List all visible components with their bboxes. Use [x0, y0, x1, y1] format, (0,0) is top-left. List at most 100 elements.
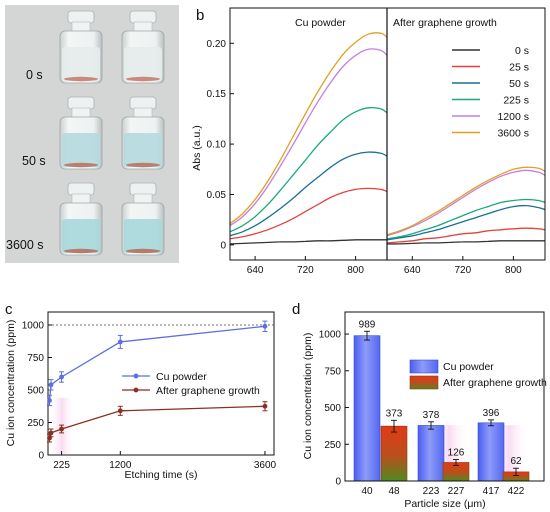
panel-c-point [59, 374, 64, 380]
panel-b-axes: 0 0.05 0.10 0.15 0.20 640 640 720 720 800 800 [207, 39, 523, 276]
panel-d-value-label: 396 [483, 408, 500, 419]
panel-b-xtick-label: 720 [297, 265, 314, 276]
panel-d-ytick-label: 250 [324, 440, 341, 451]
legend-label-0s: 0 s [515, 45, 529, 57]
panel-c-frame [47, 311, 275, 456]
panel-d-ytick-label: 750 [324, 366, 341, 377]
panel-d-xlabel: Particle size (μm) [404, 498, 485, 510]
spectrum-left-1200s [229, 48, 388, 227]
vial [59, 10, 103, 84]
vial-sediment [64, 162, 98, 168]
vial [121, 182, 165, 256]
panel-d-bar-223 [417, 425, 445, 482]
panel-d-bar-40 [353, 335, 381, 482]
panel-d-value-label: 989 [359, 319, 376, 330]
spectrum-left-225s [229, 106, 388, 233]
vial-stopper [67, 182, 95, 196]
panel-b-ytick-label: 0.10 [207, 140, 227, 151]
vial-liquid [62, 47, 100, 81]
spectrum-left-50s [229, 151, 388, 237]
vial-stopper [129, 182, 157, 196]
panel-a-photo: 0 s 50 s 3600 s [5, 5, 179, 263]
panel-d-xtick-label: 40 [361, 486, 373, 497]
panel-b-subtitle-right: After graphene growth [393, 17, 497, 29]
panel-b-ytick-label: 0 [220, 240, 226, 251]
panel-d-xtick-label: 417 [483, 486, 500, 497]
panel-d-xtick-label: 422 [508, 486, 525, 497]
vial-liquid [124, 47, 162, 81]
vial-neck [71, 21, 91, 33]
legend-label-1200s: 1200 s [497, 111, 529, 123]
panel-c-xlabel: Etching time (s) [125, 469, 198, 481]
panel-b-ytick-label: 0.20 [207, 39, 227, 50]
panel-label-c: c [5, 301, 13, 318]
vial [121, 10, 165, 84]
panel-label-d: d [292, 301, 300, 318]
panel-b-subtitle-left: Cu powder [295, 17, 346, 29]
panel-c-ytick-label: 750 [27, 353, 44, 364]
vial-stopper [67, 10, 95, 24]
panel-c-point [47, 398, 52, 403]
spectrum-right-1200s [386, 169, 546, 237]
panel-c-point [59, 426, 64, 432]
time-label-3600s: 3600 s [6, 238, 44, 252]
spectrum-left-25s [229, 187, 388, 240]
panel-b-xtick-label: 720 [454, 265, 471, 276]
spectra-curves [229, 32, 546, 245]
panel-b-chart: 0 0.05 0.10 0.15 0.20 640 640 720 720 800 800 Abs … [191, 7, 546, 276]
vial-liquid [124, 133, 162, 167]
panel-d-xtick-label: 227 [448, 486, 465, 497]
legend-label-3600s: 3600 s [497, 128, 529, 140]
legend-label-225s: 225 s [503, 95, 529, 107]
panel-d-xtick-label: 223 [423, 486, 440, 497]
panel-c-legend-label-0: Cu powder [156, 371, 207, 383]
legend-label-25s: 25 s [509, 62, 529, 74]
vial-neck [71, 193, 91, 205]
panel-c-chart: 0 250 500 750 1000 225 1200 3600 Cu powder After … [5, 311, 277, 481]
spectrum-left-3600s [229, 32, 388, 225]
panel-c-ytick-label: 250 [27, 418, 44, 429]
vial-rows [59, 10, 165, 256]
panel-d-legend-label-0: Cu powder [443, 361, 494, 373]
panel-c-point [117, 339, 123, 345]
panel-d-bar-48 [380, 425, 408, 482]
panel-d-ytick-label: 1000 [319, 330, 342, 341]
panel-c-point [48, 382, 54, 388]
vial-liquid [62, 133, 100, 167]
vial-neck [133, 21, 153, 33]
spectrum-right-50s [386, 204, 546, 241]
panel-d-legend-swatch-0 [409, 359, 439, 374]
vial-neck [133, 193, 153, 205]
vial-sediment [64, 248, 98, 254]
panel-c-ytick-label: 1000 [22, 321, 45, 332]
panel-b-xtick-label: 640 [247, 265, 264, 276]
panel-c-ytick-label: 500 [27, 386, 44, 397]
vial [59, 182, 103, 256]
panel-c-point [117, 408, 123, 414]
panel-b-legend: 0 s 25 s 50 s 225 s 1200 s 3600 s [452, 45, 529, 140]
panel-label-b: b [196, 7, 204, 24]
panel-d-bar-417 [477, 422, 505, 482]
spectrum-right-225s [386, 198, 546, 240]
panel-c-ytick-label: 0 [38, 451, 44, 462]
legend-label-50s: 50 s [509, 78, 529, 90]
vial-sediment [126, 76, 160, 82]
panel-b-ytick-label: 0.05 [207, 190, 227, 201]
panel-c-point [262, 403, 268, 409]
spectrum-left-0s [229, 239, 387, 245]
panel-c-point [48, 430, 54, 436]
spectrum-right-3600s [386, 166, 546, 236]
panel-c-xtick-label: 1200 [109, 460, 132, 471]
panel-c-point [262, 323, 268, 329]
panel-c-line-1 [48, 405, 266, 439]
vial-neck [133, 107, 153, 119]
vial-stopper [129, 96, 157, 110]
panel-b-xtick-label: 800 [505, 265, 522, 276]
spectrum-right-25s [386, 227, 546, 244]
panel-d-frame [344, 311, 545, 482]
panel-d-value-label: 62 [510, 456, 522, 467]
panel-c-plot: 0 250 500 750 1000 225 1200 3600 Cu powder After … [22, 321, 277, 472]
panel-d-chart: 989 40 373 48 378 223 126 227 396 417 62 422 0 250 500… [302, 311, 547, 510]
vial-sediment [64, 76, 98, 82]
vial-sediment [126, 248, 160, 254]
